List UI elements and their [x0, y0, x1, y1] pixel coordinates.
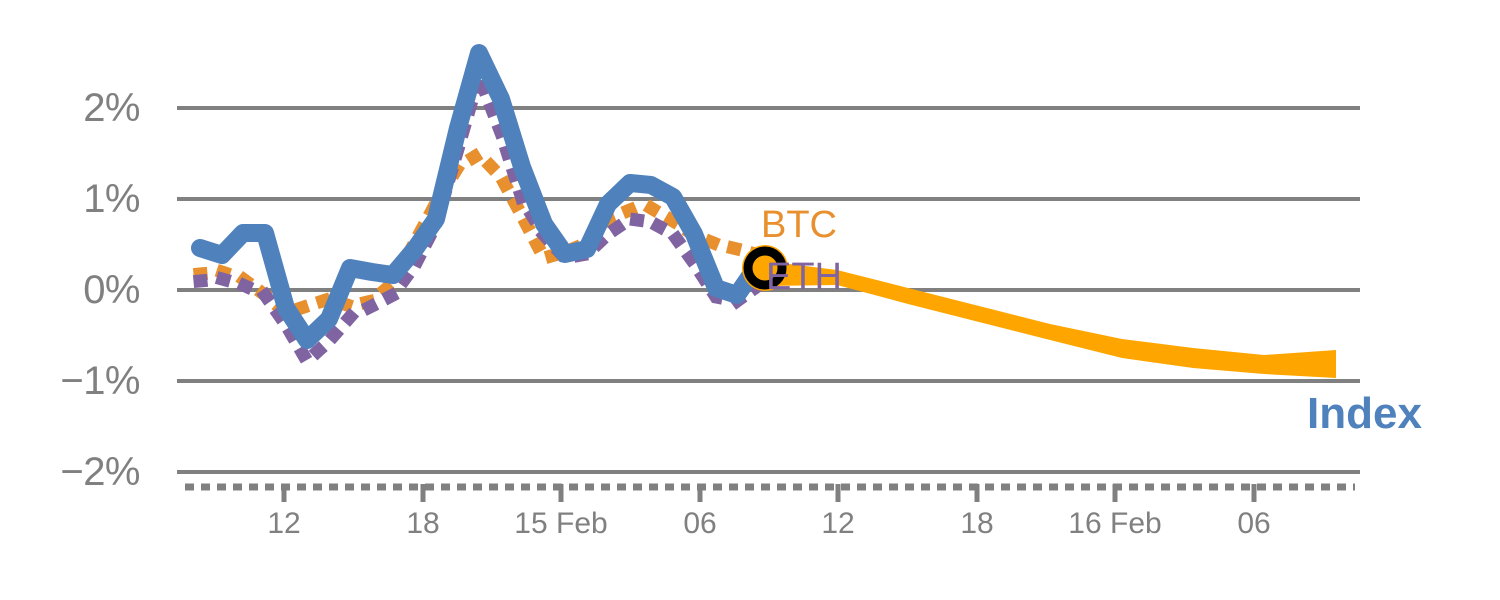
y-tick-label-2pct: 2% — [83, 86, 140, 130]
x-tick-label-0: 12 — [267, 507, 301, 540]
x-tick-label-5: 18 — [960, 507, 994, 540]
series-line-eth — [192, 55, 775, 372]
series-label-index: Index — [1307, 389, 1422, 438]
x-tick-label-4: 12 — [821, 507, 855, 540]
y-tick-label-0pct: 0% — [83, 268, 140, 312]
x-tick-label-2: 15 Feb — [514, 507, 608, 540]
series-line-index — [191, 44, 775, 349]
series-label-eth: ETH — [766, 256, 842, 298]
x-axis-major-ticks — [281, 484, 1257, 502]
y-tick-label-1pct: 1% — [83, 177, 140, 221]
y-tick-label-neg1pct: −1% — [60, 359, 140, 403]
x-tick-label-1: 18 — [406, 507, 440, 540]
series-label-btc: BTC — [761, 204, 837, 246]
current-point-marker[interactable] — [742, 245, 788, 291]
x-tick-label-7: 06 — [1237, 507, 1271, 540]
forecast-band-index — [766, 261, 1336, 378]
x-tick-label-6: 16 Feb — [1068, 507, 1162, 540]
x-tick-label-3: 06 — [683, 507, 717, 540]
y-tick-label-neg2pct: −2% — [60, 450, 140, 494]
